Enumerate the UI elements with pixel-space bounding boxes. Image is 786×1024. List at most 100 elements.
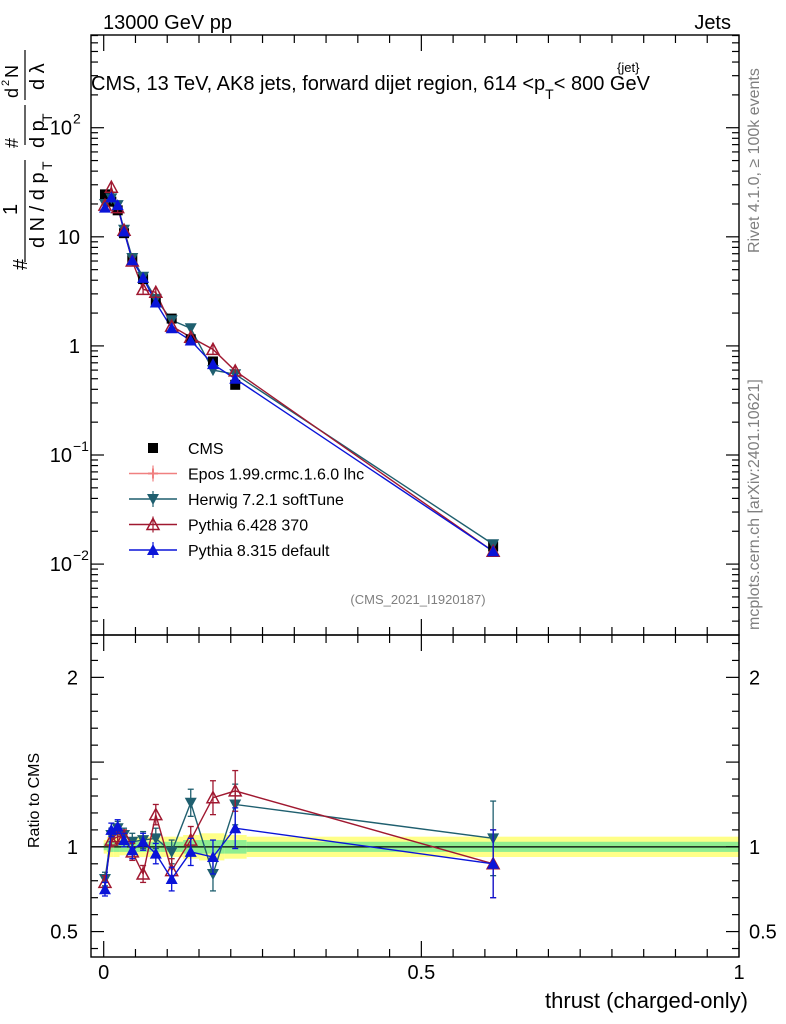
ratio-y-tick-label-right: 0.5: [749, 922, 777, 944]
ratio-point-pythia: [105, 823, 118, 835]
ratio-point-pythia: [135, 866, 151, 880]
mc-point-pythia: [105, 191, 118, 203]
legend-marker: [145, 516, 161, 531]
mc-point-herwig: [184, 323, 197, 335]
legend-marker: [148, 468, 158, 479]
mc-point-pythia: [165, 322, 178, 334]
ratio-point-pythia: [137, 835, 150, 847]
ratio-y-tick-label-left: 1: [67, 837, 78, 859]
main-y-tick-label: 10: [50, 554, 72, 576]
ratio-point-pythia: [205, 790, 221, 804]
ratio-point-pythia: [487, 857, 500, 869]
ratio-point-pythia: [206, 851, 219, 863]
ylabel-num7: d λ: [27, 63, 49, 90]
mc-point-pythia: [487, 545, 500, 557]
x-tick-label: 0.5: [407, 962, 435, 984]
cms-data-point: [99, 189, 110, 200]
ratio-point-pythia: [118, 834, 131, 846]
x-axis-label: thrust (charged-only): [545, 988, 748, 1013]
ratio-y-tick-label-left: 2: [67, 667, 78, 689]
mc-point-pythia: [184, 334, 197, 346]
mc-point-pythia: [149, 296, 162, 308]
mc-point-pythia: [111, 199, 124, 211]
ratio-point-pythia: [227, 783, 243, 797]
ylabel-num4-sub: T: [39, 113, 55, 122]
svg-text:CMS, 13 TeV, AK8 jets, forward: CMS, 13 TeV, AK8 jets, forward dijet reg…: [91, 73, 651, 102]
main-y-tick-exponent: −1: [73, 438, 89, 454]
rivet-label: Rivet 4.1.0, ≥ 100k events: [746, 68, 763, 253]
legend-label: Epos 1.99.crmc.1.6.0 lhc: [188, 467, 364, 484]
main-y-label: # 1 d N / d p T # d p T d 2 N d λ: [0, 50, 55, 270]
mc-point-pythia: [135, 281, 151, 296]
ratio-y-tick-label-right: 2: [749, 667, 760, 689]
title-sup: {jet}: [617, 60, 640, 75]
ylabel-num5: d: [2, 88, 22, 98]
cms-data-point: [230, 379, 241, 390]
mc-point-pythia: [229, 372, 242, 384]
ratio-y-tick-label-right: 1: [749, 837, 760, 859]
legend: CMS Epos 1.99.crmc.1.6.0 lhc Herwig 7.2.1 …: [129, 441, 364, 560]
legend-label: CMS: [188, 441, 224, 458]
legend-label: Pythia 8.315 default: [188, 543, 330, 560]
ratio-point-herwig: [149, 833, 162, 845]
x-tick-label: 1: [733, 962, 744, 984]
ylabel-num1: #: [10, 258, 32, 270]
ratio-line-pythia: [104, 825, 494, 890]
mcplots-label: mcplots.cern.ch [arXiv:2401.10621]: [746, 379, 763, 630]
legend-marker: [147, 494, 159, 505]
title-sub: T: [545, 86, 554, 102]
legend-marker: [148, 443, 158, 453]
mc-point-pythia: [126, 254, 139, 266]
ratio-frame: [90, 634, 740, 958]
header-left: 13000 GeV pp: [103, 12, 232, 34]
ylabel-den1: d N / d p: [27, 172, 49, 248]
legend-marker: [147, 544, 159, 555]
ratio-point-pythia: [104, 832, 119, 846]
ratio-y-label: Ratio to CMS: [26, 753, 43, 848]
ratio-line-pythia: [104, 790, 494, 883]
ylabel-num4: d p: [27, 120, 49, 148]
ylabel-num3: #: [2, 138, 22, 148]
main-y-tick-label: 10: [50, 118, 72, 140]
ratio-point-pythia: [148, 807, 164, 821]
ylabel-den-sub: T: [39, 161, 55, 170]
main-y-tick-label: 10: [58, 227, 80, 249]
main-y-tick-exponent: 2: [73, 111, 81, 127]
x-tick-label: 0: [98, 962, 109, 984]
ylabel-num6: N: [2, 65, 22, 78]
main-x-ticks: [103, 35, 740, 635]
main-y-tick-label: 1: [69, 336, 80, 358]
ratio-point-pythia: [98, 883, 111, 895]
ylabel-num2: 1: [0, 204, 22, 215]
watermark: (CMS_2021_I1920187): [350, 592, 485, 607]
mc-point-pythia: [98, 201, 111, 213]
mc-point-pythia: [137, 271, 150, 283]
legend-label: Herwig 7.2.1 softTune: [188, 492, 344, 509]
title-main: CMS, 13 TeV, AK8 jets, forward dijet reg…: [91, 73, 545, 95]
main-y-tick-exponent: −2: [73, 547, 89, 563]
ratio-point-pythia: [111, 820, 124, 832]
mc-point-pythia: [118, 225, 131, 237]
main-plot-area: [97, 179, 501, 558]
ratio-plot-area: [97, 769, 501, 899]
ratio-point-herwig: [165, 846, 178, 858]
header-right: Jets: [694, 12, 731, 34]
ratio-point-pythia: [165, 873, 178, 885]
ratio-y-ticks: 2 2 1 1 0.5 0.5: [50, 642, 777, 950]
ratio-point-pythia: [126, 844, 139, 856]
ratio-point-pythia: [149, 847, 162, 859]
ratio-x-ticks: 0 0.5 1: [98, 635, 745, 984]
legend-label: Pythia 6.428 370: [188, 518, 308, 535]
ratio-point-pythia: [229, 822, 242, 834]
ratio-y-tick-label-left: 0.5: [50, 922, 78, 944]
ylabel-num5-sup: 2: [0, 80, 12, 86]
chart-title: CMS, 13 TeV, AK8 jets, forward dijet reg…: [91, 60, 651, 102]
ratio-point-pythia: [184, 845, 197, 857]
ratio-point-herwig: [184, 797, 197, 809]
main-y-tick-label: 10: [50, 445, 72, 467]
mc-point-pythia: [206, 358, 219, 370]
mc-point-pythia: [205, 341, 221, 356]
